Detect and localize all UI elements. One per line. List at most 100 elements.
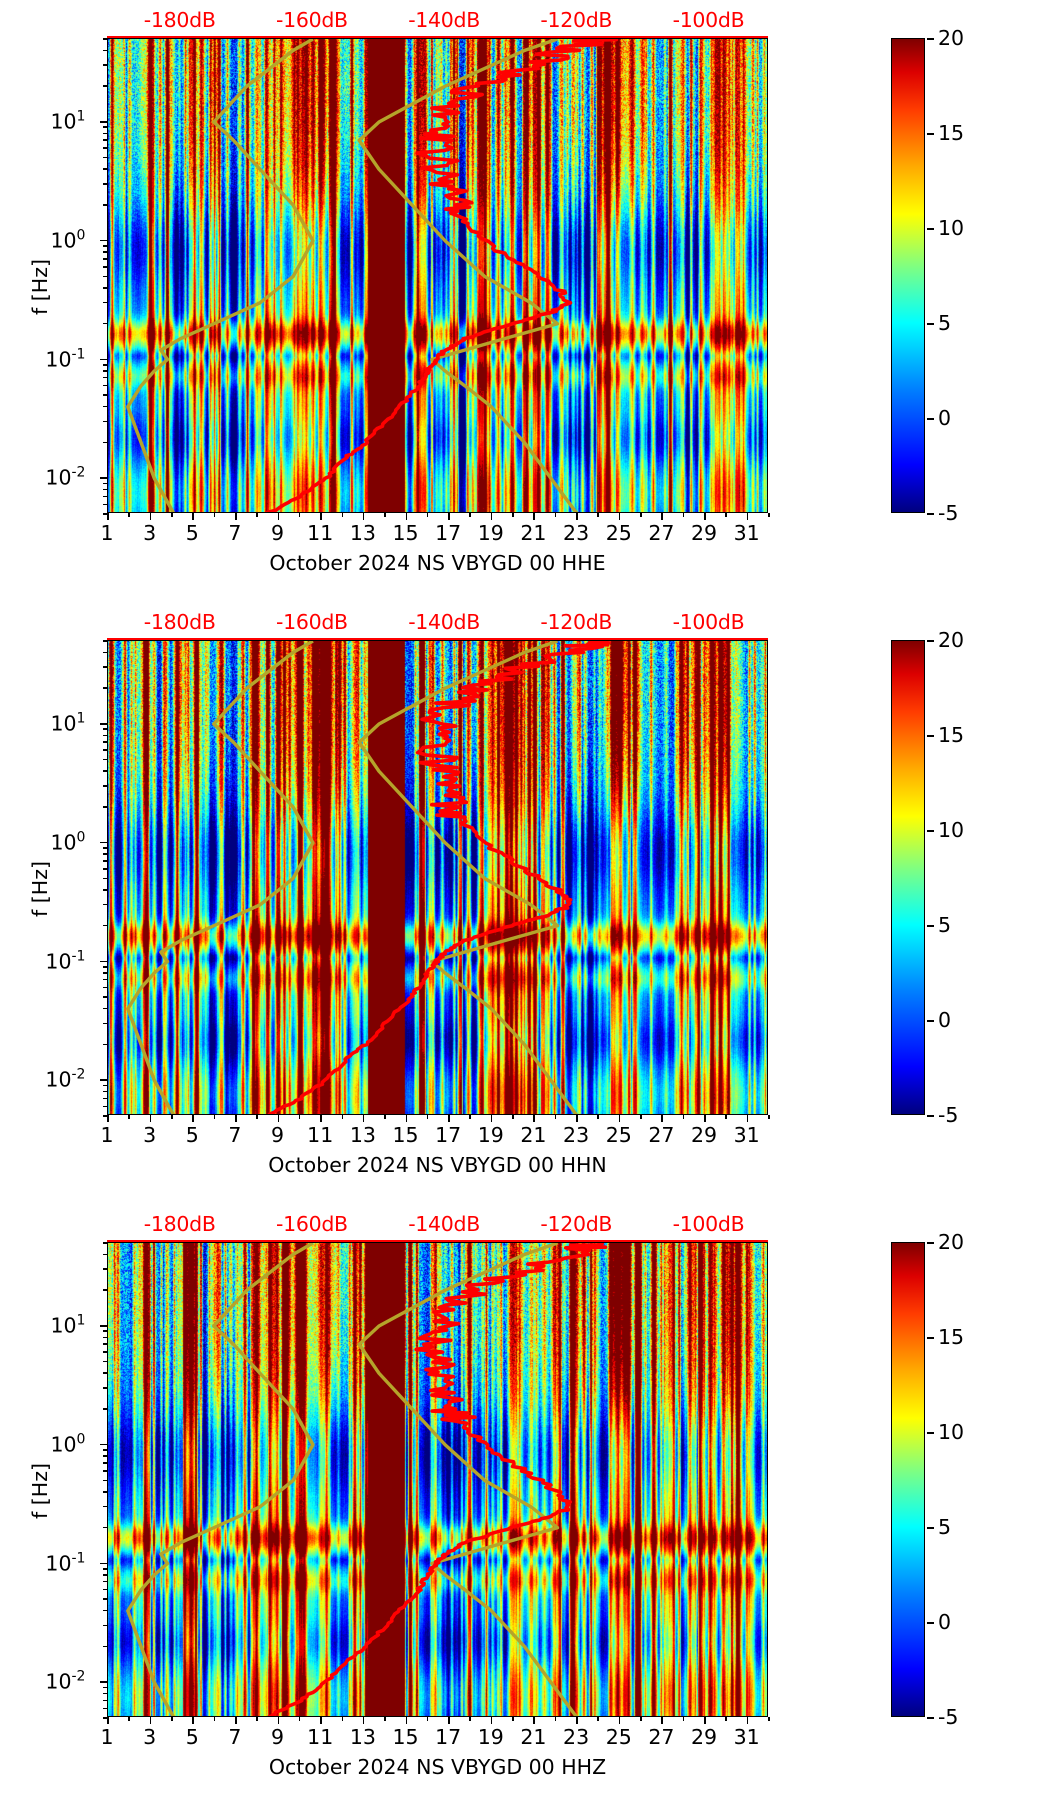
- x-minor-tick: [640, 1717, 642, 1721]
- colorbar-tick: [927, 418, 934, 420]
- y-minor-tick: [103, 376, 107, 379]
- x-tick-label: 23: [563, 521, 590, 545]
- y-minor-tick: [103, 1462, 107, 1464]
- x-minor-tick: [469, 1717, 472, 1721]
- colorbar-tick: [927, 1337, 934, 1339]
- x-minor-tick: [213, 513, 216, 517]
- colorbar-tick: [927, 513, 934, 515]
- x-major-tick: [533, 1717, 536, 1724]
- x-tick-label: 29: [690, 1123, 718, 1147]
- x-tick-label: 13: [349, 521, 376, 545]
- y-minor-tick: [103, 986, 107, 989]
- noise-model-curve: [126, 641, 315, 1114]
- x-minor-tick: [512, 513, 514, 517]
- x-major-tick: [234, 1717, 237, 1724]
- x-axis-title: October 2024 NS VBYGD 00 HHZ: [268, 1755, 607, 1779]
- x-tick-label: 3: [143, 521, 157, 545]
- top-db-tick-label: -160dB: [276, 8, 348, 32]
- x-major-tick: [149, 1115, 152, 1122]
- x-major-tick: [234, 1115, 237, 1122]
- colorbar-tick-label: -5: [938, 1103, 959, 1127]
- y-minor-tick: [103, 965, 107, 968]
- y-minor-tick: [103, 1268, 107, 1270]
- y-minor-tick: [103, 503, 107, 506]
- y-tick-mantissa: 10: [45, 1550, 72, 1575]
- x-tick-label: 9: [271, 1123, 285, 1147]
- colorbar-tick: [927, 1622, 934, 1624]
- colorbar: [891, 38, 925, 513]
- x-minor-tick: [341, 1115, 344, 1119]
- colorbar-tick-label: 5: [938, 1515, 952, 1539]
- y-minor-tick: [103, 758, 107, 761]
- y-minor-tick: [103, 728, 107, 731]
- colorbar-tick-label: 0: [938, 1610, 952, 1634]
- colorbar: [891, 640, 925, 1115]
- x-major-tick: [362, 513, 365, 520]
- y-minor-tick: [103, 139, 107, 141]
- x-tick-label: 11: [307, 1123, 334, 1147]
- top-db-axis-line: [107, 36, 768, 39]
- y-major-tick: [100, 1325, 107, 1327]
- x-major-tick: [661, 1115, 663, 1122]
- x-major-tick: [234, 513, 237, 520]
- y-tick-label: 10-1: [0, 346, 92, 371]
- x-tick-label: 1: [100, 521, 114, 545]
- noise-model-curve: [357, 39, 578, 512]
- y-major-tick: [100, 239, 107, 242]
- y-tick-exponent: -2: [71, 1066, 86, 1083]
- y-tick-mantissa: 10: [45, 1067, 72, 1092]
- x-tick-label: 27: [648, 521, 675, 545]
- panel-hhe: -180dB -160dB -140dB -120dB -100dB 101 100 10…: [0, 0, 1052, 602]
- x-axis-title: October 2024 NS VBYGD 00 HHE: [269, 551, 606, 575]
- x-minor-tick: [768, 513, 770, 517]
- noise-model-curve: [357, 641, 578, 1114]
- colorbar-tick-label: 15: [938, 121, 965, 145]
- y-minor-tick: [103, 996, 107, 998]
- y-tick-exponent: 0: [76, 227, 86, 244]
- x-major-tick: [490, 513, 493, 520]
- y-tick-exponent: 1: [76, 710, 86, 727]
- noise-model-curve: [126, 1243, 315, 1716]
- x-tick-label: 3: [143, 1123, 157, 1147]
- x-minor-tick: [170, 1115, 173, 1119]
- colorbar-gradient: [892, 39, 924, 512]
- y-minor-tick: [103, 889, 107, 891]
- colorbar-tick-label: -5: [938, 501, 959, 525]
- y-minor-tick: [103, 860, 107, 862]
- x-tick-label: 21: [520, 521, 547, 545]
- top-db-tick-label: -180dB: [143, 1212, 216, 1236]
- y-minor-tick: [103, 1717, 107, 1719]
- x-tick-label: 13: [349, 1725, 376, 1749]
- x-tick-label: 19: [477, 521, 504, 545]
- y-minor-tick: [103, 204, 107, 206]
- top-db-tick-label: -100dB: [672, 8, 745, 32]
- y-tick-label: 100: [0, 1431, 92, 1456]
- y-axis-title: f [Hz]: [28, 1463, 52, 1519]
- y-minor-tick: [103, 1090, 107, 1093]
- x-tick-label: 13: [349, 1123, 376, 1147]
- y-tick-exponent: 0: [76, 829, 86, 846]
- x-major-tick: [107, 1115, 109, 1122]
- y-minor-tick: [103, 488, 107, 491]
- x-minor-tick: [682, 1115, 685, 1119]
- y-minor-tick: [103, 1097, 107, 1100]
- y-minor-tick: [103, 1692, 107, 1695]
- top-db-axis-line: [107, 1240, 768, 1243]
- x-minor-tick: [469, 1115, 472, 1119]
- noise-model-curve: [126, 39, 315, 512]
- colorbar-tick: [927, 323, 934, 325]
- x-tick-label: 5: [185, 1725, 199, 1749]
- x-major-tick: [704, 513, 706, 520]
- y-minor-tick: [103, 85, 107, 87]
- y-tick-mantissa: 10: [50, 830, 77, 855]
- x-minor-tick: [597, 513, 599, 517]
- y-minor-tick: [103, 978, 107, 981]
- x-major-tick: [192, 1717, 194, 1724]
- x-minor-tick: [128, 1717, 130, 1721]
- y-tick-label: 10-1: [0, 948, 92, 973]
- y-minor-tick: [103, 251, 107, 253]
- x-major-tick: [490, 1115, 493, 1122]
- y-minor-tick: [103, 1022, 107, 1025]
- y-minor-tick: [103, 1686, 107, 1689]
- x-minor-tick: [640, 513, 642, 517]
